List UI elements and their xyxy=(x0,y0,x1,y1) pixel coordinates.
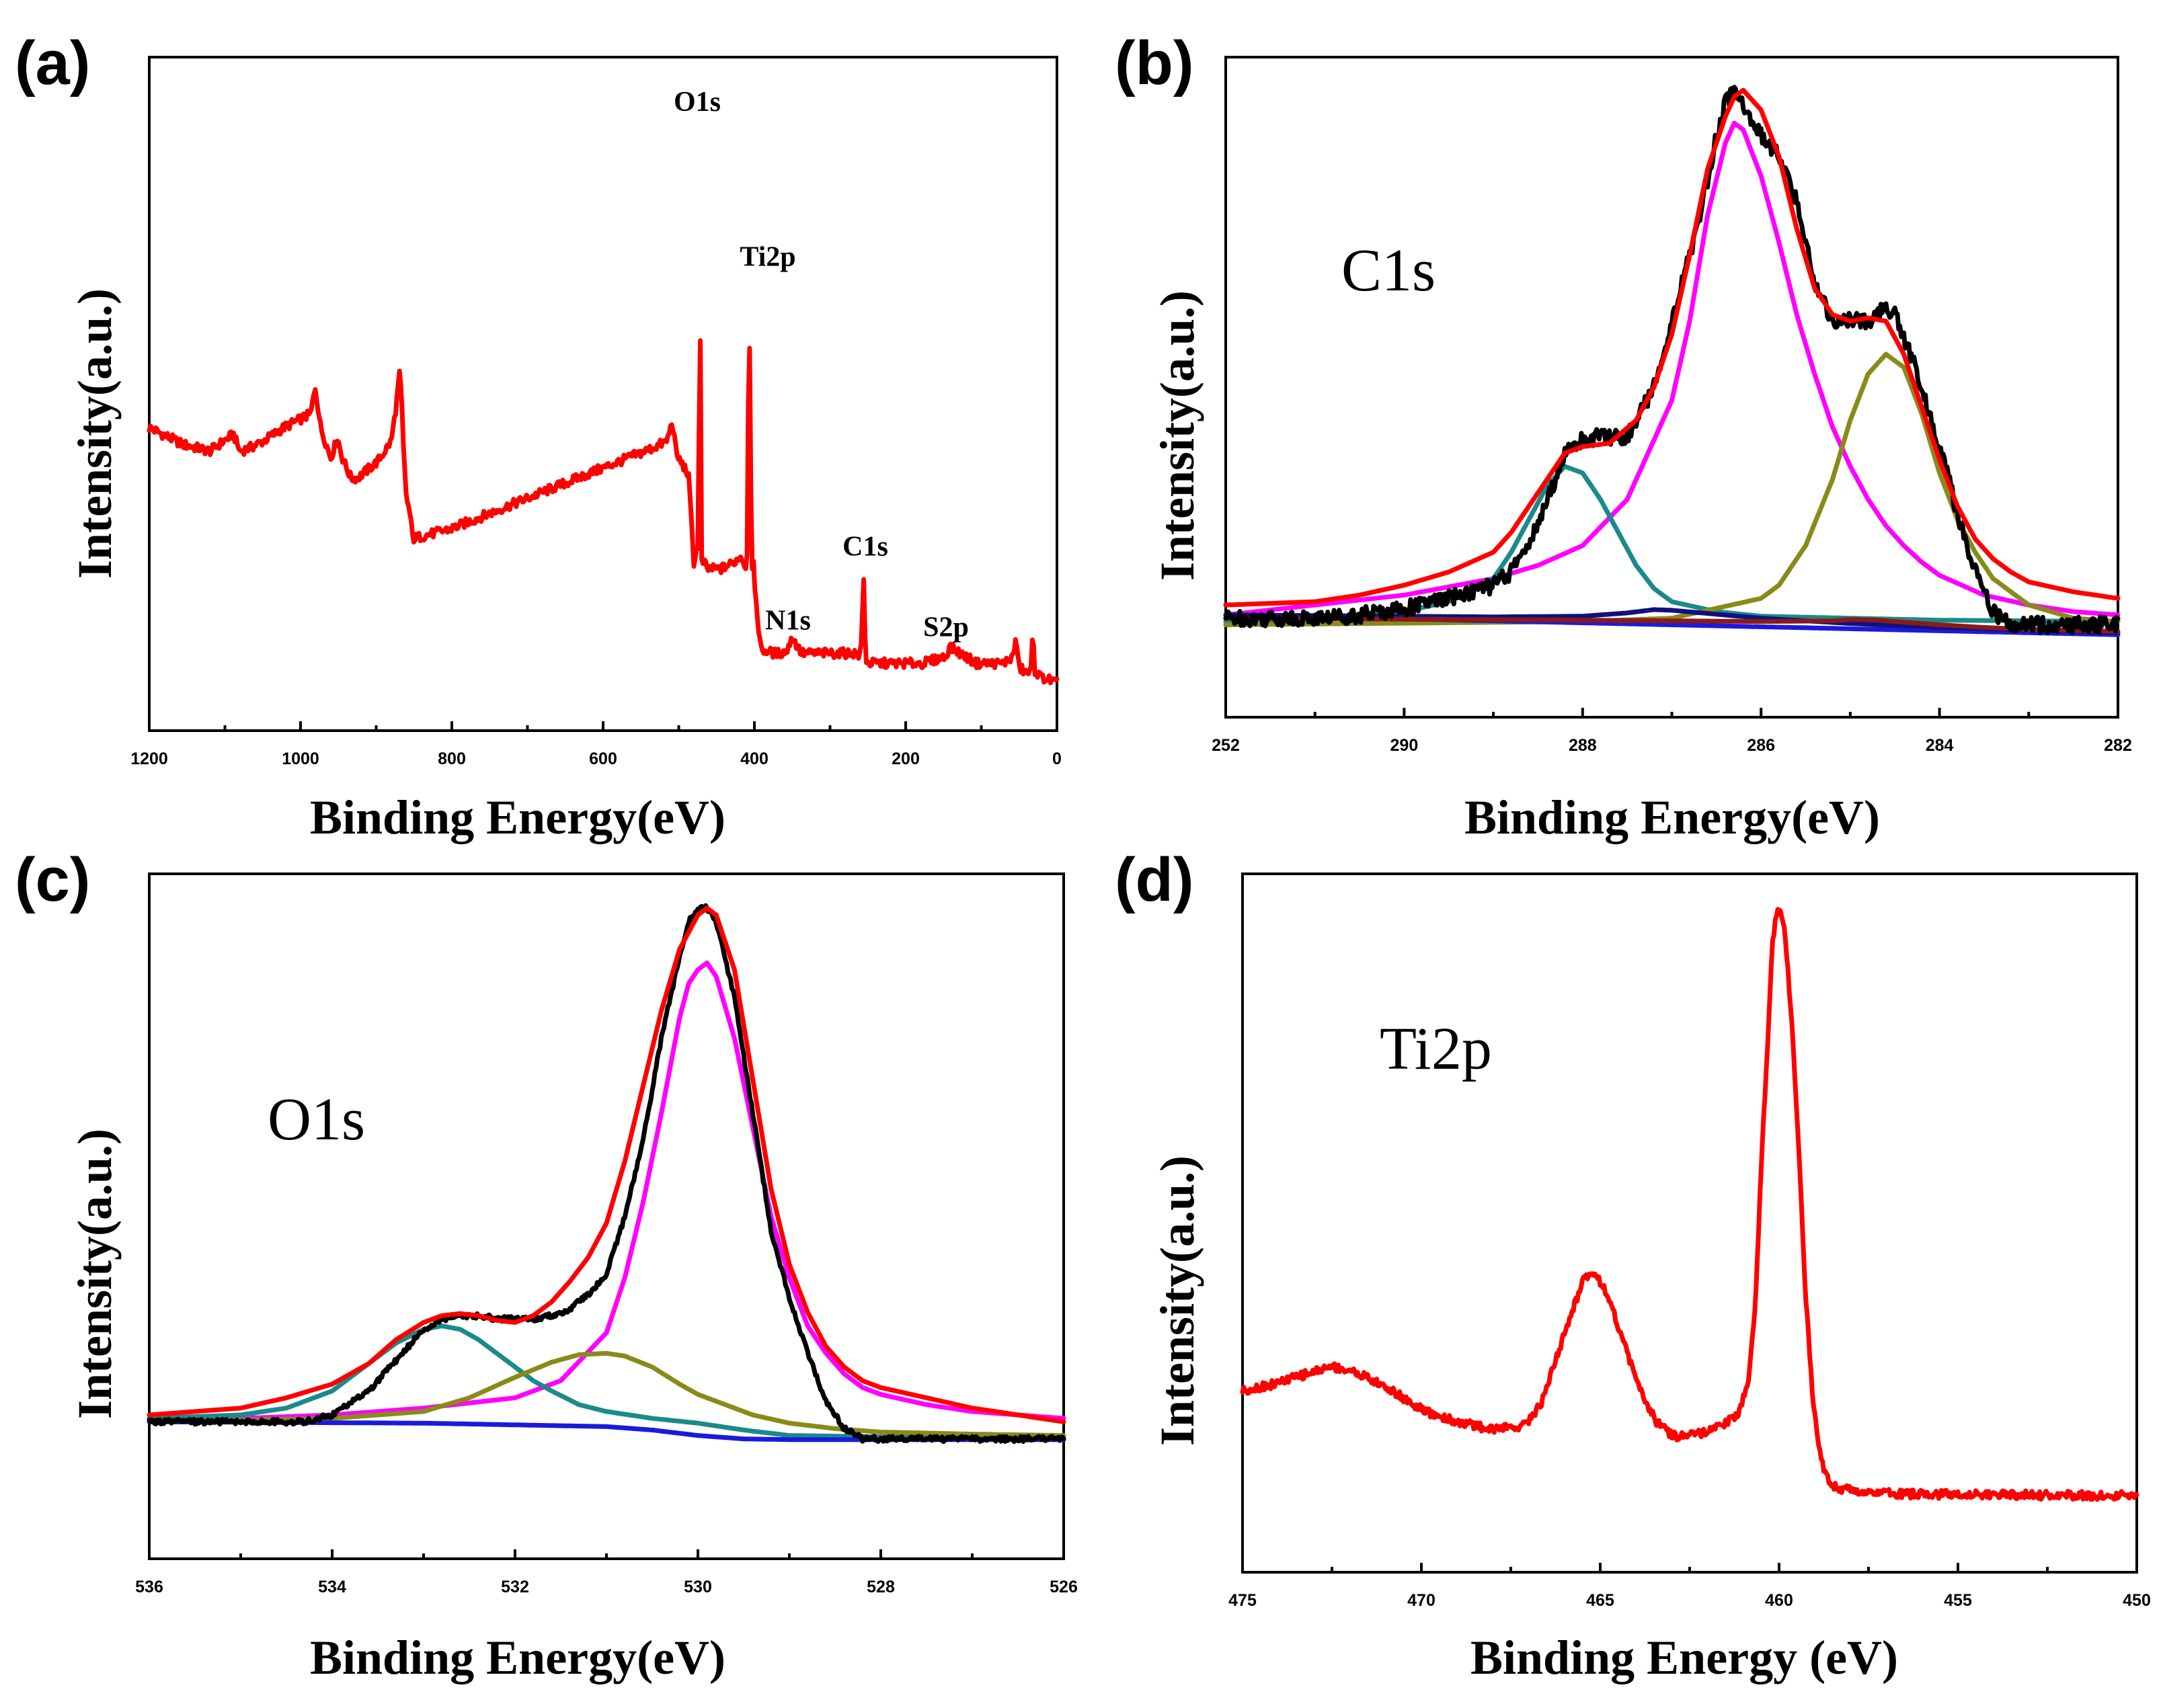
x-tick-label: 600 xyxy=(589,749,617,768)
plot-title: Ti2p xyxy=(1380,1016,1492,1082)
panel-b-letter: (b) xyxy=(1115,29,1193,97)
x-tick-label: 200 xyxy=(892,749,920,768)
x-tick-label: 0 xyxy=(1052,749,1062,768)
x-tick-label: 475 xyxy=(1228,1591,1257,1610)
panel-a-plot: 1200 1000 800 600 400 200 0 O1s Ti2p C1s N1s S2p xyxy=(130,56,1062,768)
panel-d-letter: (d) xyxy=(1115,846,1193,914)
series-ti2p-spectrum xyxy=(1240,907,2139,1502)
peak-label-ti2p: Ti2p xyxy=(740,242,795,273)
x-tick-label: 800 xyxy=(438,749,466,768)
x-tick-label: 536 xyxy=(135,1578,163,1596)
panel-b-plot: 252 290 288 286 284 282 C1s xyxy=(1212,56,2132,755)
x-tick-label: 526 xyxy=(1050,1578,1078,1596)
panel-c-letter: (c) xyxy=(15,846,90,914)
panel-c-ylabel: Intensity(a.u.) xyxy=(68,1129,122,1419)
series-c-c-c-c xyxy=(1223,120,2121,618)
x-tick-label: 282 xyxy=(2104,736,2132,755)
series-raw-data xyxy=(1223,85,2121,635)
x-tick-label: 460 xyxy=(1765,1591,1793,1610)
panel-c: (c) Binding Energy(eV) Intensity(a.u.) 5… xyxy=(15,846,1078,1684)
x-tick-label: 400 xyxy=(740,749,769,768)
panel-b-ylabel: Intensity(a.u.) xyxy=(1150,290,1204,581)
panel-d-plot: 475 470 465 460 455 450 Ti2p xyxy=(1228,872,2151,1610)
x-tick-label: 288 xyxy=(1569,736,1597,755)
panel-b-xlabel: Binding Energy(eV) xyxy=(1464,790,1880,844)
series-c-o xyxy=(1223,352,2121,627)
x-tick-label: 532 xyxy=(501,1578,529,1596)
panel-a-ylabel: Intensity(a.u.) xyxy=(68,288,122,579)
x-tick-label: 1000 xyxy=(282,749,319,768)
x-tick-label: 286 xyxy=(1747,736,1775,755)
peak-label-c1s: C1s xyxy=(842,531,888,562)
x-tick-label: 455 xyxy=(1944,1591,1972,1610)
peak-label-o1s: O1s xyxy=(674,87,721,118)
x-tick-label: 528 xyxy=(867,1578,895,1596)
panel-b: (b) Binding Energy(eV) Intensity(a.u.) 2… xyxy=(1115,29,2132,844)
panel-c-plot: 536 534 532 530 528 526 O1s xyxy=(135,872,1078,1596)
x-tick-label: 284 xyxy=(1926,736,1954,755)
panel-c-xlabel: Binding Energy(eV) xyxy=(310,1631,725,1684)
x-tick-label: 290 xyxy=(1390,736,1419,755)
panel-a-letter: (a) xyxy=(15,29,90,97)
x-tick-label: 465 xyxy=(1586,1591,1614,1610)
x-tick-label: 470 xyxy=(1407,1591,1436,1610)
series-fit-envelope xyxy=(147,905,1066,1424)
panel-d-xlabel: Binding Energy (eV) xyxy=(1470,1631,1898,1684)
panel-a: (a) Binding Energy(eV) Intensity(a.u.) 1… xyxy=(15,29,1062,844)
x-tick-label: 1200 xyxy=(130,749,168,768)
plot-title: O1s xyxy=(268,1086,365,1153)
series-survey xyxy=(147,338,1060,686)
series-raw-data xyxy=(147,903,1066,1445)
x-tick-label: 252 xyxy=(1212,736,1240,755)
peak-label-n1s: N1s xyxy=(765,606,811,637)
x-tick-label: 530 xyxy=(684,1578,712,1596)
x-tick-label: 534 xyxy=(318,1578,346,1596)
peak-label-s2p: S2p xyxy=(923,612,969,643)
series-lattice-o xyxy=(147,961,1066,1422)
x-tick-label: 450 xyxy=(2123,1591,2151,1610)
series-minor-component-2 xyxy=(1223,616,2121,634)
plot-title: C1s xyxy=(1341,237,1436,304)
series-fit-envelope xyxy=(1223,87,2121,608)
panel-d: (d) Binding Energy (eV) Intensity(a.u.) … xyxy=(1115,846,2151,1684)
panel-d-ylabel: Intensity(a.u.) xyxy=(1150,1155,1204,1446)
panel-a-xlabel: Binding Energy(eV) xyxy=(310,790,725,844)
